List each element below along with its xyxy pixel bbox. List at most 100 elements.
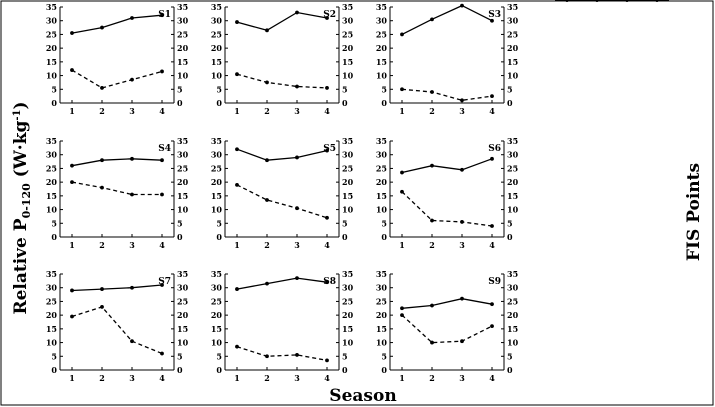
x-tick-label: 3 [129,373,135,383]
y-tick-label-left: 0 [381,98,387,108]
y-tick-label-right: 30 [507,150,519,160]
y-tick-label-right: 30 [177,283,189,293]
y-tick-label-left: 20 [211,177,223,187]
y-tick-label-right: 15 [177,324,188,334]
fis-point [70,314,74,319]
x-tick-label: 4 [159,106,165,116]
fis-point [130,77,134,82]
y-tick-label-left: 30 [46,283,58,293]
y-tick-label-right: 5 [507,84,513,94]
fis-point [295,206,299,211]
y-tick-label-right: 0 [342,98,348,108]
y-tick-label-left: 20 [46,177,58,187]
x-tick-label: 1 [399,106,405,116]
x-tick-label: 1 [69,373,75,383]
fis-point [325,215,329,220]
fis-point [490,324,494,329]
y-tick-label-left: 20 [211,43,223,53]
x-tick-label: 2 [264,373,270,383]
y-tick-label-right: 15 [177,191,188,201]
x-tick-label: 2 [99,106,105,116]
y-tick-label-right: 25 [507,163,518,173]
y-tick-label-right: 15 [342,57,353,67]
y-tick-label-left: 10 [376,338,388,348]
panel-s2: 0 0 5 5 10 10 15 15 20 20 25 25 30 30 35 35 1 2 3 4 S2 [211,2,354,116]
power-line [236,148,328,161]
x-tick-label: 1 [69,106,75,116]
y-tick-label-right: 0 [507,98,513,108]
y-tick-label-right: 10 [507,71,519,81]
y-tick-label-right: 0 [672,0,678,2]
y-tick-label-right: 10 [507,338,519,348]
power-point [460,296,464,301]
panel-title: S5 [323,144,336,154]
y-tick-label-right: 10 [177,205,189,215]
fis-point [265,354,269,359]
panel-s9: 0 0 5 5 10 10 15 15 20 20 25 25 30 30 35 35 1 2 3 4 S9 [376,269,519,383]
y-tick-label-left: 0 [51,232,57,242]
power-point [490,156,494,161]
y-tick-label-left: 25 [46,29,57,39]
power-point [235,20,239,24]
y-tick-label-left: 5 [216,351,222,361]
fis-point [130,339,134,344]
y-tick-label-right: 35 [507,2,518,12]
y-tick-label-right: 25 [507,296,518,306]
fis-point [490,94,494,99]
y-tick-label-left: 30 [376,16,388,26]
power-point [265,158,269,163]
fis-line [71,181,162,196]
y-tick-label-right: 35 [177,2,188,12]
x-tick-label: 4 [489,373,495,383]
y-tick-label-left: 20 [376,310,388,320]
fis-point [430,218,434,223]
x-tick-label: 3 [129,106,135,116]
power-point [400,306,404,311]
fis-point [565,0,569,2]
y-tick-label-left: 20 [211,310,223,320]
y-tick-label-left: 15 [211,191,222,201]
fis-point [160,192,164,197]
y-tick-label-right: 20 [342,310,354,320]
y-tick-label-left: 25 [211,163,222,173]
y-tick-label-left: 35 [211,269,222,279]
fis-point [400,189,404,194]
y-tick-label-right: 5 [342,218,348,228]
y-tick-label-left: 35 [211,136,222,146]
y-tick-label-right: 35 [342,269,353,279]
panel-s5: 0 0 5 5 10 10 15 15 20 20 25 25 30 30 35 35 1 2 3 4 S5 [211,136,354,250]
y-tick-label-left: 10 [211,71,223,81]
y-tick-label-left: 20 [376,43,388,53]
y-tick-label-right: 0 [177,365,183,375]
power-point [400,170,404,175]
y-tick-label-right: 0 [507,365,513,375]
y-tick-label-left: 15 [46,324,57,334]
y-tick-label-right: 10 [672,0,684,2]
panel-s3: 0 0 5 5 10 10 15 15 20 20 25 25 30 30 35 35 1 2 3 4 S3 [376,2,519,116]
y-tick-label-left: 0 [216,365,222,375]
power-line [71,158,163,167]
y-tick-label-right: 25 [177,296,188,306]
y-tick-label-right: 25 [342,296,353,306]
y-tick-label-left: 15 [211,324,222,334]
y-tick-label-right: 20 [177,43,189,53]
fis-point [400,87,404,92]
y-tick-label-right: 15 [507,324,518,334]
y-tick-label-left: 0 [216,232,222,242]
y-tick-label-right: 5 [507,218,513,228]
fis-point [460,220,464,224]
fis-line [401,88,493,101]
y-tick-label-right: 35 [672,0,683,2]
panel-s10: 051015202530351234S10 [555,0,684,3]
power-line [401,158,493,174]
y-tick-label-right: 15 [342,191,353,201]
y-tick-label-right: 10 [177,71,189,81]
y-tick-label-left: 0 [381,232,387,242]
y-tick-label-left: 35 [376,136,387,146]
y-tick-label-right: 20 [342,177,354,187]
y-tick-label-right: 25 [507,29,518,39]
power-line [401,298,493,309]
x-tick-label: 3 [129,240,135,250]
